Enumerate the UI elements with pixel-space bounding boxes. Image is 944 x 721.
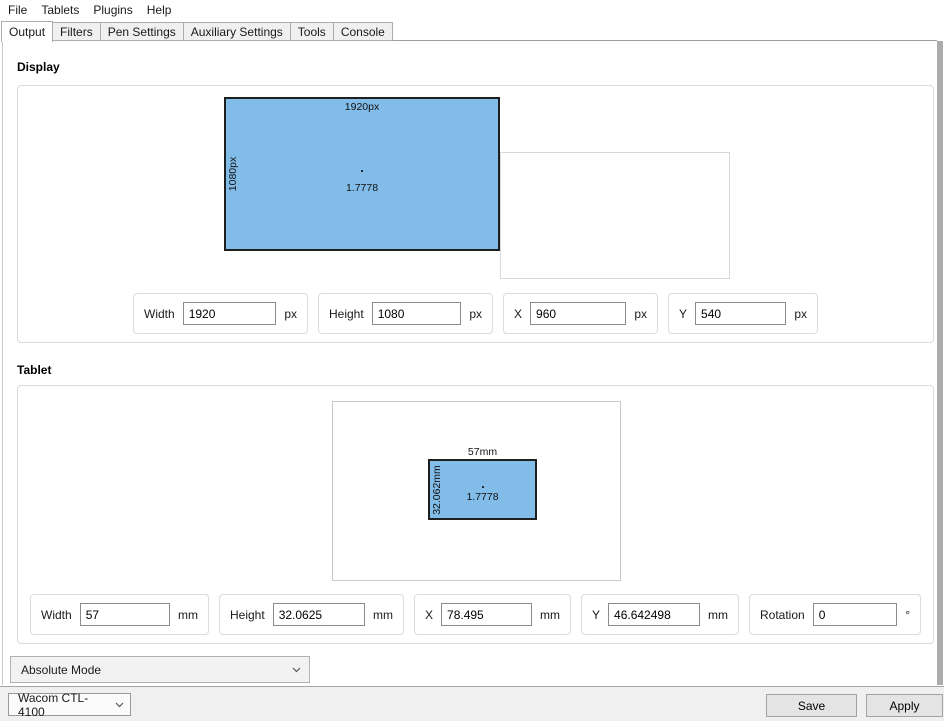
tablet-y-unit: mm	[708, 607, 728, 622]
tablet-width-unit: mm	[178, 607, 198, 622]
display-height-unit: px	[469, 306, 482, 321]
display-width-unit: px	[284, 306, 297, 321]
tablet-width-input[interactable]	[79, 603, 170, 626]
chevron-down-icon	[291, 665, 301, 675]
tablet-width-field-label: Width	[41, 607, 72, 622]
display-center-dot	[361, 169, 363, 172]
display-y-group: Y px	[668, 293, 818, 334]
output-mode-selected: Absolute Mode	[21, 662, 102, 677]
tablet-x-field-label: X	[425, 607, 434, 622]
output-tab-content: Display 1920px 1080px 1.7778 Width px He…	[2, 40, 937, 685]
tablet-selector-selected: Wacom CTL-4100	[18, 690, 89, 719]
tablet-height-label: 32.062mm	[431, 464, 443, 515]
tablet-rotation-field-label: Rotation	[760, 607, 805, 622]
chevron-down-icon	[114, 700, 124, 710]
display-height-group: Height px	[318, 293, 493, 334]
tablet-height-unit: mm	[373, 607, 393, 622]
display-y-unit: px	[794, 306, 807, 321]
tablet-panel: 57mm 32.062mm 1.7778 Width mm Height mm …	[17, 385, 934, 644]
tablet-y-group: Y mm	[581, 594, 739, 635]
display-x-group: X px	[503, 293, 658, 334]
output-mode-dropdown[interactable]: Absolute Mode	[10, 656, 310, 683]
tablet-rotation-group: Rotation °	[749, 594, 921, 635]
tablet-rotation-unit: °	[905, 607, 910, 622]
tab-filters[interactable]: Filters	[52, 22, 101, 41]
menu-help[interactable]: Help	[146, 3, 172, 17]
save-button[interactable]: Save	[766, 694, 857, 717]
tablet-height-input[interactable]	[272, 603, 365, 626]
tab-bar: Output Filters Pen Settings Auxiliary Se…	[0, 20, 944, 42]
tablet-area-rect[interactable]: 57mm 32.062mm 1.7778	[428, 446, 537, 520]
display-width-field-label: Width	[144, 306, 175, 321]
display-width-label: 1920px	[344, 101, 380, 113]
display-height-field-label: Height	[329, 306, 364, 321]
tablet-width-label: 57mm	[467, 446, 498, 458]
display-ratio-label: 1.7778	[345, 181, 379, 194]
display-section-title: Display	[17, 60, 60, 74]
tab-auxiliary-settings[interactable]: Auxiliary Settings	[182, 22, 291, 41]
tablet-section-title: Tablet	[17, 363, 52, 377]
tab-pen-settings[interactable]: Pen Settings	[99, 22, 184, 41]
tablet-fields-row: Width mm Height mm X mm Y mm Rotation	[30, 594, 921, 635]
tablet-height-field-label: Height	[230, 607, 265, 622]
display-width-group: Width px	[133, 293, 308, 334]
tablet-height-group: Height mm	[219, 594, 404, 635]
display-area-rect[interactable]: 1920px 1080px 1.7778	[224, 97, 500, 251]
tablet-outline: 57mm 32.062mm 1.7778	[332, 401, 621, 581]
display-width-input[interactable]	[182, 302, 277, 325]
vertical-scrollbar[interactable]	[937, 41, 943, 685]
tab-console[interactable]: Console	[332, 22, 393, 41]
display-y-input[interactable]	[695, 302, 787, 325]
menu-bar: File Tablets Plugins Help	[0, 0, 944, 20]
menu-tablets[interactable]: Tablets	[41, 3, 80, 17]
bottom-bar: Wacom CTL-4100 Save Apply	[0, 686, 944, 721]
display-x-unit: px	[634, 306, 647, 321]
tablet-y-field-label: Y	[592, 607, 601, 622]
tablet-selector-dropdown[interactable]: Wacom CTL-4100	[8, 690, 131, 719]
tablet-ratio-label: 1.7778	[466, 490, 499, 503]
display-height-input[interactable]	[371, 302, 462, 325]
tablet-rotation-input[interactable]	[812, 603, 898, 626]
menu-plugins[interactable]: Plugins	[93, 3, 133, 17]
display-x-field-label: X	[514, 306, 523, 321]
tablet-y-input[interactable]	[608, 603, 700, 626]
menu-file[interactable]: File	[8, 3, 28, 17]
apply-button[interactable]: Apply	[866, 694, 943, 717]
display-panel: 1920px 1080px 1.7778 Width px Height px …	[17, 85, 934, 343]
tablet-center-dot	[481, 485, 484, 488]
display-x-input[interactable]	[530, 302, 627, 325]
tablet-x-group: X mm	[414, 594, 571, 635]
display-fields-row: Width px Height px X px Y px	[18, 293, 933, 334]
tab-output[interactable]: Output	[1, 21, 54, 42]
display-y-field-label: Y	[679, 306, 688, 321]
tablet-width-group: Width mm	[30, 594, 209, 635]
tablet-x-unit: mm	[540, 607, 560, 622]
tab-tools[interactable]: Tools	[289, 22, 334, 41]
secondary-display-outline	[500, 152, 730, 279]
tablet-x-input[interactable]	[441, 603, 532, 626]
